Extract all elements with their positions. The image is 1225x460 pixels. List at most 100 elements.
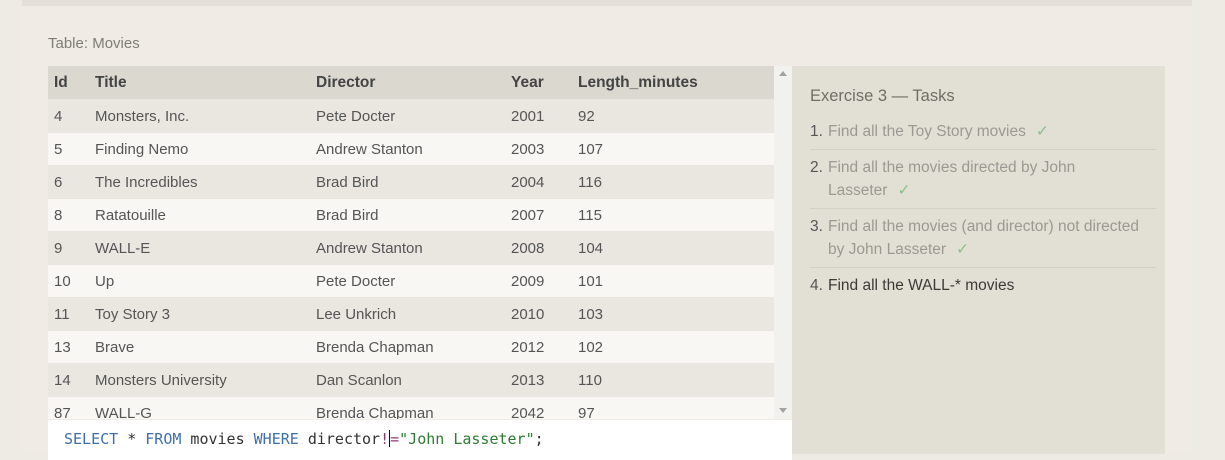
cell-length: 110 xyxy=(578,363,774,397)
scroll-up-arrow-icon[interactable] xyxy=(779,71,787,76)
task-text: Find all the movies directed by John Las… xyxy=(828,159,1076,199)
cell-length: 116 xyxy=(578,165,774,199)
cell-year: 2007 xyxy=(511,198,578,232)
sql-keyword-select: SELECT xyxy=(64,430,119,448)
cell-title: WALL-G xyxy=(95,396,316,419)
column-header-director: Director xyxy=(316,66,511,100)
cell-director: Pete Docter xyxy=(316,99,511,133)
cell-title: Monsters, Inc. xyxy=(95,99,316,133)
sql-column-name: director xyxy=(298,430,381,448)
table-row: 8 Ratatouille Brad Bird 2007 115 xyxy=(48,198,774,232)
tasks-panel: Exercise 3 — Tasks 1. Find all the Toy St… xyxy=(792,66,1165,454)
cell-title: Brave xyxy=(95,330,316,364)
cell-title: Toy Story 3 xyxy=(95,297,316,331)
cell-length: 101 xyxy=(578,264,774,298)
cell-year: 2008 xyxy=(511,231,578,265)
cell-length: 107 xyxy=(578,132,774,166)
table-row: 4 Monsters, Inc. Pete Docter 2001 92 xyxy=(48,99,774,133)
table-caption: Table: Movies xyxy=(48,35,140,52)
tasks-title: Exercise 3 — Tasks xyxy=(810,87,955,105)
table-row: 11 Toy Story 3 Lee Unkrich 2010 103 xyxy=(48,297,774,331)
cell-director: Brad Bird xyxy=(316,198,511,232)
column-header-length: Length_minutes xyxy=(578,66,774,100)
cell-title: Finding Nemo xyxy=(95,132,316,166)
cell-id: 10 xyxy=(48,264,95,298)
table-row: 10 Up Pete Docter 2009 101 xyxy=(48,264,774,298)
table-row: 13 Brave Brenda Chapman 2012 102 xyxy=(48,330,774,364)
task-text: Find all the Toy Story movies xyxy=(828,123,1026,140)
table-row: 9 WALL-E Andrew Stanton 2008 104 xyxy=(48,231,774,265)
sql-editor[interactable]: SELECT * FROM movies WHERE director!="Jo… xyxy=(48,420,792,460)
cell-year: 2012 xyxy=(511,330,578,364)
sql-keyword-where: WHERE xyxy=(253,430,299,448)
task-text: Find all the movies (and director) not d… xyxy=(828,218,1140,258)
cell-id: 8 xyxy=(48,198,95,232)
table-scrollbar[interactable] xyxy=(774,66,792,419)
checkmark-icon: ✓ xyxy=(956,241,970,258)
table-row: 87 WALL-G Brenda Chapman 2042 97 xyxy=(48,396,774,419)
top-strip xyxy=(22,0,1192,6)
task-item: 3. Find all the movies (and director) not… xyxy=(810,215,1156,268)
cell-director: Brad Bird xyxy=(316,165,511,199)
cell-id: 13 xyxy=(48,330,95,364)
cell-title: The Incredibles xyxy=(95,165,316,199)
cell-year: 2042 xyxy=(511,396,578,419)
cell-id: 87 xyxy=(48,396,95,419)
sql-operator-bang: ! xyxy=(380,430,390,448)
sql-query-line[interactable]: SELECT * FROM movies WHERE director!="Jo… xyxy=(64,430,544,448)
table-row: 5 Finding Nemo Andrew Stanton 2003 107 xyxy=(48,132,774,166)
sql-operator-equals: = xyxy=(390,430,400,448)
cell-title: Up xyxy=(95,264,316,298)
cell-id: 14 xyxy=(48,363,95,397)
cell-director: Andrew Stanton xyxy=(316,231,511,265)
cell-year: 2010 xyxy=(511,297,578,331)
sql-string-value: "John Lasseter" xyxy=(399,430,535,448)
scroll-down-arrow-icon[interactable] xyxy=(779,408,787,413)
cell-director: Lee Unkrich xyxy=(316,297,511,331)
task-list: 1. Find all the Toy Story movies ✓ 2. Find a… xyxy=(810,120,1156,309)
cell-director: Pete Docter xyxy=(316,264,511,298)
sql-table-name: movies xyxy=(181,430,254,448)
cell-length: 97 xyxy=(578,396,774,419)
cell-year: 2013 xyxy=(511,363,578,397)
task-number: 2. xyxy=(810,159,823,176)
sql-keyword-from: FROM xyxy=(145,430,182,448)
cell-title: Ratatouille xyxy=(95,198,316,232)
column-header-title: Title xyxy=(95,66,316,100)
cell-length: 104 xyxy=(578,231,774,265)
column-header-year: Year xyxy=(511,66,578,100)
task-number: 3. xyxy=(810,218,823,235)
text-caret xyxy=(389,430,391,447)
cell-year: 2004 xyxy=(511,165,578,199)
task-text: Find all the WALL-* movies xyxy=(828,277,1015,294)
cell-director: Andrew Stanton xyxy=(316,132,511,166)
cell-title: Monsters University xyxy=(95,363,316,397)
cell-id: 6 xyxy=(48,165,95,199)
column-header-id: Id xyxy=(48,66,95,100)
cell-director: Dan Scanlon xyxy=(316,363,511,397)
task-item: 1. Find all the Toy Story movies ✓ xyxy=(810,120,1156,150)
cell-director: Brenda Chapman xyxy=(316,396,511,419)
task-item: 2. Find all the movies directed by John L… xyxy=(810,156,1156,209)
table-body: 4 Monsters, Inc. Pete Docter 2001 92 5 Finding… xyxy=(48,99,774,419)
sql-semicolon: ; xyxy=(534,430,544,448)
cell-length: 103 xyxy=(578,297,774,331)
cell-length: 102 xyxy=(578,330,774,364)
task-item: 4. Find all the WALL-* movies xyxy=(810,274,1156,303)
table-row: 14 Monsters University Dan Scanlon 2013 110 xyxy=(48,363,774,397)
cell-id: 9 xyxy=(48,231,95,265)
table-header-row: Id Title Director Year Length_minutes xyxy=(48,66,774,100)
cell-id: 4 xyxy=(48,99,95,133)
cell-id: 5 xyxy=(48,132,95,166)
cell-title: WALL-E xyxy=(95,231,316,265)
task-number: 4. xyxy=(810,277,823,294)
task-number: 1. xyxy=(810,123,823,140)
cell-year: 2001 xyxy=(511,99,578,133)
cell-id: 11 xyxy=(48,297,95,331)
cell-director: Brenda Chapman xyxy=(316,330,511,364)
table-row: 6 The Incredibles Brad Bird 2004 116 xyxy=(48,165,774,199)
cell-year: 2003 xyxy=(511,132,578,166)
cell-length: 115 xyxy=(578,198,774,232)
